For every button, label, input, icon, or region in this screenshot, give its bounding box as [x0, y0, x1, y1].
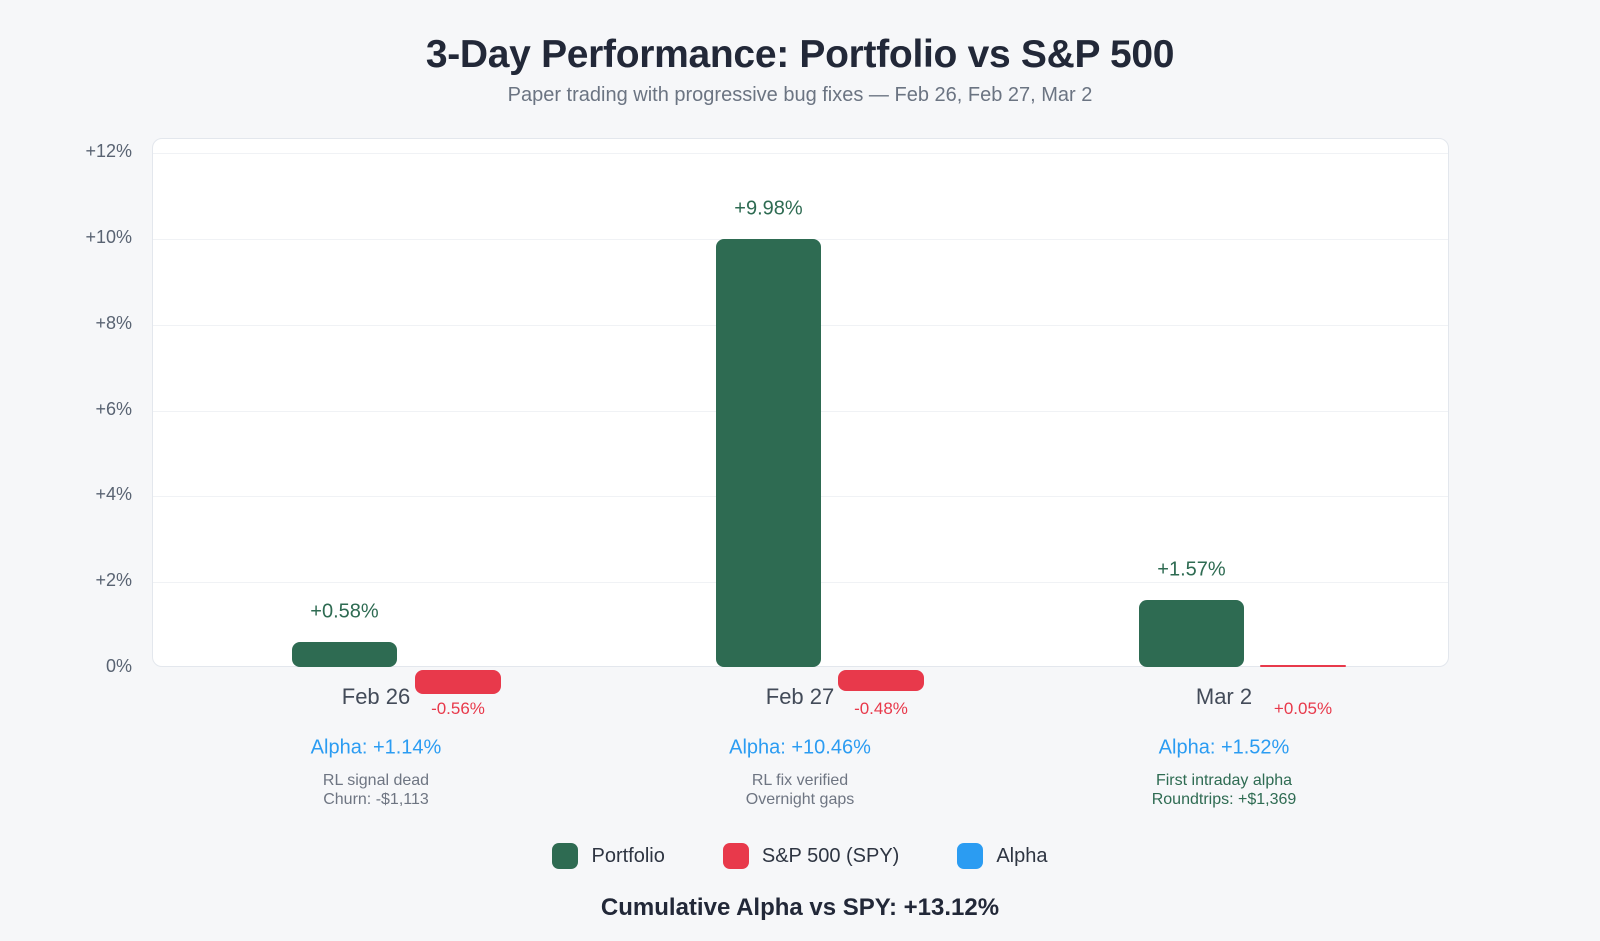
y-axis-tick-label: +8% [95, 312, 132, 333]
bar-portfolio-feb-26 [292, 642, 397, 667]
bar-value-label-spy-feb-26: -0.56% [431, 699, 485, 718]
x-axis-category-label-mar-2: Mar 2 [1195, 684, 1253, 709]
annotation-line: First intraday alpha [1155, 772, 1293, 789]
legend-item-label: Portfolio [591, 844, 665, 867]
page-subtitle: Paper trading with progressive bug fixes… [507, 84, 1093, 106]
alpha-value-label-feb-26: Alpha: +1.14% [310, 736, 442, 759]
alpha-value-label-feb-27: Alpha: +10.46% [729, 736, 871, 759]
bar-spy-feb-26 [415, 670, 501, 695]
bar-value-label-spy-feb-27: -0.48% [854, 699, 908, 718]
annotation-line: Overnight gaps [745, 791, 855, 808]
legend-swatch-portfolio [552, 843, 579, 869]
cumulative-alpha-summary: Cumulative Alpha vs SPY: +13.12% [600, 894, 1000, 921]
legend-item-alpha: Alpha [957, 843, 1048, 869]
bar-portfolio-feb-27 [716, 238, 821, 667]
legend-item-label: Alpha [996, 844, 1048, 867]
y-axis-tick-label: +12% [85, 141, 132, 162]
y-axis-tick-label: +10% [85, 227, 132, 247]
annotation-feb-27: RL fix verified Overnight gaps [746, 771, 855, 809]
x-axis-category-label-feb-27: Feb 27 [765, 684, 835, 709]
annotation-line: Roundtrips: +$1,369 [1151, 791, 1297, 808]
y-axis-tick-label: +4% [95, 484, 132, 505]
legend-swatch-alpha [957, 843, 984, 869]
y-axis-tick-label: 0% [105, 656, 132, 676]
annotation-mar-2: First intraday alpha Roundtrips: +$1,369 [1152, 771, 1297, 809]
y-axis-tick-label: +2% [95, 570, 132, 591]
x-axis-category-label-feb-26: Feb 26 [341, 684, 411, 709]
y-axis-tick-label: +6% [95, 398, 132, 419]
bar-value-label-portfolio-mar-2: +1.57% [1157, 558, 1226, 581]
bar-portfolio-mar-2 [1139, 599, 1244, 667]
page-title: 3-Day Performance: Portfolio vs S&P 500 [425, 33, 1175, 76]
bar-value-label-portfolio-feb-27: +9.98% [734, 197, 803, 220]
legend: Portfolio S&P 500 (SPY) Alpha [0, 843, 1600, 869]
legend-item-s-p-500-spy: S&P 500 (SPY) [722, 843, 900, 869]
gridline [153, 153, 1448, 155]
legend-swatch-s-p-500-spy [722, 843, 749, 869]
annotation-line: Churn: -$1,113 [323, 791, 429, 808]
bar-value-label-portfolio-feb-26: +0.58% [310, 600, 379, 623]
legend-item-label: S&P 500 (SPY) [761, 844, 900, 867]
bar-spy-feb-27 [838, 670, 924, 691]
annotation-line: RL signal dead [322, 772, 430, 789]
bar-value-label-spy-mar-2: +0.05% [1273, 699, 1333, 718]
legend-item-portfolio: Portfolio [552, 843, 665, 869]
annotation-feb-26: RL signal dead Churn: -$1,113 [323, 771, 429, 809]
bar-spy-mar-2 [1260, 664, 1346, 667]
alpha-value-label-mar-2: Alpha: +1.52% [1158, 736, 1290, 759]
annotation-line: RL fix verified [751, 772, 849, 789]
